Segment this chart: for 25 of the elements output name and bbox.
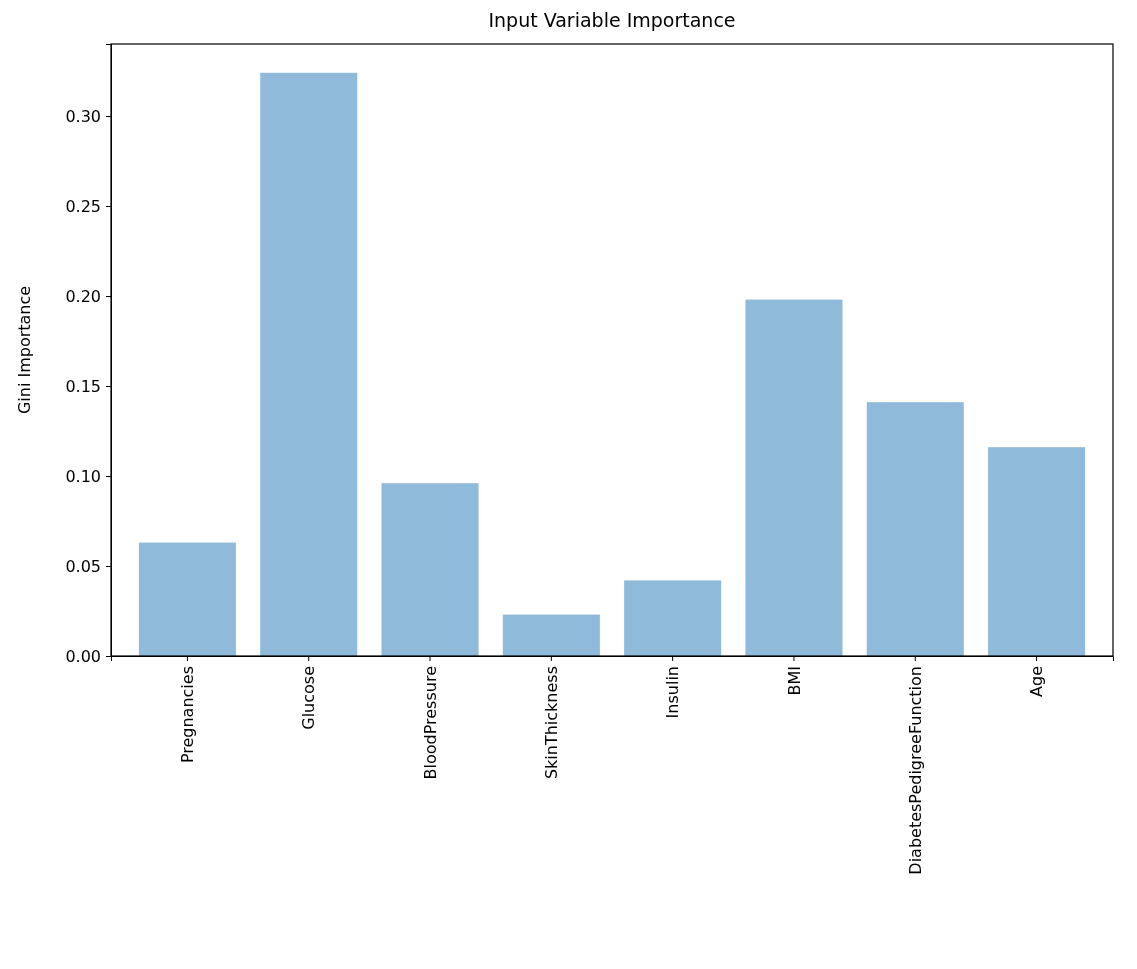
bar [381, 483, 479, 656]
y-axis-title: Gini Importance [15, 285, 34, 415]
y-tick-label: 0.15 [65, 376, 101, 396]
x-tick-label: BMI [784, 666, 804, 696]
x-tick-label: SkinThickness [541, 666, 561, 780]
y-tick-label: 0.00 [65, 646, 101, 666]
bar [624, 580, 722, 656]
x-tick-label: BloodPressure [420, 666, 440, 780]
x-tick-label: Age [1027, 666, 1047, 697]
y-tick-label: 0.30 [65, 106, 101, 126]
bar [988, 447, 1086, 656]
x-tick-label: DiabetesPedigreeFunction [905, 666, 925, 875]
bar [866, 402, 964, 656]
bar [745, 299, 843, 656]
x-tick-label: Pregnancies [178, 666, 198, 764]
y-tick-label: 0.05 [65, 556, 101, 576]
bar [260, 72, 358, 656]
x-tick-label: Insulin [663, 666, 683, 719]
y-tick-label: 0.10 [65, 466, 101, 486]
bar [138, 542, 236, 656]
y-tick-label: 0.20 [65, 286, 101, 306]
chart-title: Input Variable Importance [488, 9, 736, 31]
x-tick-label: Glucose [299, 666, 319, 730]
y-tick-label: 0.25 [65, 196, 101, 216]
bar [502, 614, 600, 656]
